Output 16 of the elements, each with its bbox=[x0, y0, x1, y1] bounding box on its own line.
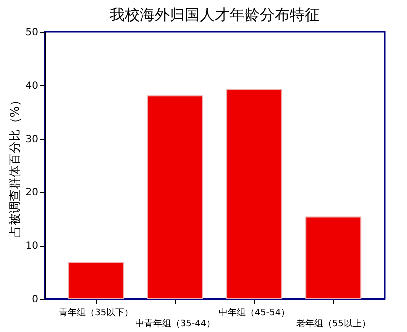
chart-title: 我校海外归国人才年龄分布特征 bbox=[110, 6, 320, 24]
y-tick-label: 50 bbox=[26, 28, 38, 38]
y-axis-title: 占被调查群体百分比（%） bbox=[8, 94, 22, 238]
bar bbox=[226, 89, 283, 300]
y-tick-label: 20 bbox=[26, 188, 38, 199]
x-tick-label: 中年组（45-54） bbox=[218, 308, 290, 318]
bar bbox=[306, 216, 362, 300]
x-tick-label: 老年组（55以上） bbox=[296, 318, 371, 330]
bar bbox=[68, 262, 124, 300]
y-tick-label: 30 bbox=[26, 134, 38, 146]
y-tick-label: 40 bbox=[26, 80, 38, 92]
bar bbox=[147, 96, 204, 300]
y-tick-label: 0 bbox=[32, 294, 38, 306]
x-tick-label: 青年组（35以下） bbox=[59, 308, 134, 318]
x-tick-label: 中青年组（35-44） bbox=[135, 318, 216, 330]
y-tick-label: 10 bbox=[26, 241, 38, 252]
